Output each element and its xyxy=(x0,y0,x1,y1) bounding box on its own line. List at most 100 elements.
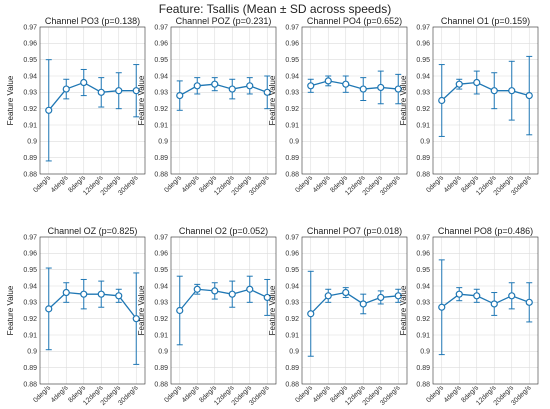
y-tick-label: 0.93 xyxy=(416,300,430,307)
y-tick-label: 0.9 xyxy=(289,349,299,356)
y-tick-label: 0.91 xyxy=(416,122,430,129)
data-point xyxy=(394,292,402,300)
data-point xyxy=(132,87,140,95)
y-tick-label: 0.92 xyxy=(23,106,37,113)
data-point xyxy=(525,91,533,100)
data-point xyxy=(359,85,367,93)
data-point xyxy=(228,290,236,298)
mean-line xyxy=(48,81,137,111)
y-axis-label: Feature Value xyxy=(137,75,146,125)
mean-line xyxy=(441,293,530,308)
data-point xyxy=(455,80,463,88)
data-point xyxy=(246,82,254,90)
chart-panel-4: Channel O1 (p=0.159) 0.88 0.89 0.9 0.91 0.92 0… xyxy=(399,16,539,197)
y-tick-label: 0.91 xyxy=(23,332,37,339)
chart-panel-1: Channel PO3 (p=0.138) 0.88 0.89 0.9 0.91 0.92… xyxy=(6,16,146,197)
mean-line xyxy=(48,291,137,320)
data-point xyxy=(324,77,332,85)
data-point xyxy=(115,292,123,300)
data-point xyxy=(307,310,315,318)
plot-frame xyxy=(432,236,539,385)
y-axis-label: Feature Value xyxy=(137,285,146,335)
data-point xyxy=(525,298,533,306)
y-tick-label: 0.95 xyxy=(285,267,299,274)
y-tick-label: 0.97 xyxy=(285,234,299,241)
y-tick-label: 0.89 xyxy=(154,365,168,372)
data-point xyxy=(193,285,201,293)
x-tick-label: 30deg/s xyxy=(510,174,533,197)
data-point xyxy=(490,87,498,95)
data-point xyxy=(45,106,53,114)
y-tick-label: 0.92 xyxy=(416,106,430,113)
data-point xyxy=(307,82,315,90)
plot-frame xyxy=(170,26,277,175)
y-tick-label: 0.93 xyxy=(154,300,168,307)
chart-panel-8: Channel PO8 (p=0.486) 0.88 0.89 0.9 0.91 0.92… xyxy=(399,226,539,407)
data-point xyxy=(80,78,88,87)
y-tick-label: 0.96 xyxy=(285,251,299,258)
y-tick-label: 0.9 xyxy=(27,349,37,356)
x-tick-label: 4deg/s xyxy=(443,384,463,404)
y-tick-label: 0.97 xyxy=(416,234,430,241)
y-tick-label: 0.96 xyxy=(416,41,430,48)
y-tick-label: 0.88 xyxy=(154,171,168,178)
y-tick-label: 0.94 xyxy=(23,73,37,80)
data-point xyxy=(490,300,498,308)
x-tick-label: 4deg/s xyxy=(312,384,332,404)
y-tick-label: 0.93 xyxy=(285,90,299,97)
y-tick-label: 0.9 xyxy=(27,139,37,146)
y-tick-label: 0.93 xyxy=(23,90,37,97)
x-tick-label: 4deg/s xyxy=(181,174,201,194)
data-point xyxy=(211,80,219,88)
data-point xyxy=(377,293,385,302)
y-tick-label: 0.92 xyxy=(285,106,299,113)
data-point xyxy=(211,287,219,295)
chart-panel-6: Channel O2 (p=0.052) 0.88 0.89 0.9 0.91 0.92 0… xyxy=(137,226,277,407)
y-tick-label: 0.91 xyxy=(154,122,168,129)
y-tick-label: 0.93 xyxy=(416,90,430,97)
mean-line xyxy=(179,288,268,311)
y-tick-label: 0.9 xyxy=(420,349,430,356)
data-point xyxy=(359,300,367,308)
panel-title: Channel O2 (p=0.052) xyxy=(179,226,268,236)
y-tick-label: 0.95 xyxy=(154,57,168,64)
y-tick-label: 0.88 xyxy=(23,381,37,388)
y-tick-label: 0.91 xyxy=(416,332,430,339)
y-tick-label: 0.89 xyxy=(416,365,430,372)
panel-title: Channel PO7 (p=0.018) xyxy=(307,226,402,236)
y-tick-label: 0.93 xyxy=(23,300,37,307)
x-tick-label: 4deg/s xyxy=(50,174,70,194)
y-axis-label: Feature Value xyxy=(6,285,15,335)
y-tick-label: 0.95 xyxy=(23,267,37,274)
data-point xyxy=(324,292,332,300)
y-tick-label: 0.95 xyxy=(416,57,430,64)
panel-title: Channel PO3 (p=0.138) xyxy=(45,16,140,26)
y-tick-label: 0.92 xyxy=(23,316,37,323)
y-tick-label: 0.89 xyxy=(154,155,168,162)
x-tick-label: 30deg/s xyxy=(379,174,402,197)
data-point xyxy=(193,82,201,90)
y-axis-label: Feature Value xyxy=(268,75,277,125)
mean-line xyxy=(310,80,399,90)
data-point xyxy=(80,290,88,298)
data-point xyxy=(132,315,140,323)
y-tick-label: 0.96 xyxy=(154,41,168,48)
mean-line xyxy=(310,291,399,315)
y-tick-label: 0.94 xyxy=(154,73,168,80)
y-tick-label: 0.9 xyxy=(158,139,168,146)
y-tick-label: 0.94 xyxy=(285,73,299,80)
y-tick-label: 0.94 xyxy=(154,283,168,290)
x-tick-label: 30deg/s xyxy=(117,174,140,197)
y-tick-label: 0.89 xyxy=(23,365,37,372)
x-tick-label: 30deg/s xyxy=(248,174,271,197)
y-tick-label: 0.89 xyxy=(416,155,430,162)
y-tick-label: 0.95 xyxy=(23,57,37,64)
data-point xyxy=(228,85,236,93)
y-tick-label: 0.94 xyxy=(416,73,430,80)
y-tick-label: 0.96 xyxy=(416,251,430,258)
data-point xyxy=(473,78,481,87)
plot-frame xyxy=(432,26,539,175)
plot-frame xyxy=(301,26,408,175)
data-point xyxy=(342,288,350,297)
